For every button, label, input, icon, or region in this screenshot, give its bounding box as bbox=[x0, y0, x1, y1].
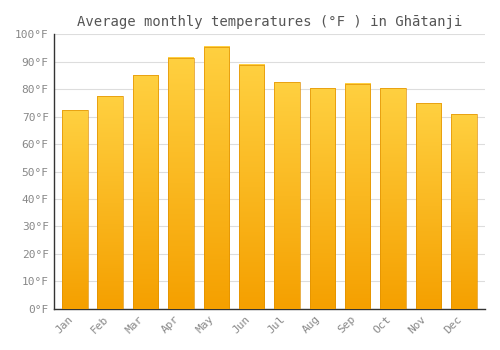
Title: Average monthly temperatures (°F ) in Ghātanji: Average monthly temperatures (°F ) in Gh… bbox=[76, 15, 462, 29]
Bar bbox=[451, 114, 476, 309]
Bar bbox=[98, 96, 123, 309]
Bar bbox=[380, 88, 406, 309]
Bar bbox=[416, 103, 441, 309]
Bar bbox=[204, 47, 229, 309]
Bar bbox=[168, 58, 194, 309]
Bar bbox=[133, 76, 158, 309]
Bar bbox=[62, 110, 88, 309]
Bar bbox=[274, 82, 299, 309]
Bar bbox=[239, 64, 264, 309]
Bar bbox=[310, 88, 335, 309]
Bar bbox=[345, 84, 370, 309]
